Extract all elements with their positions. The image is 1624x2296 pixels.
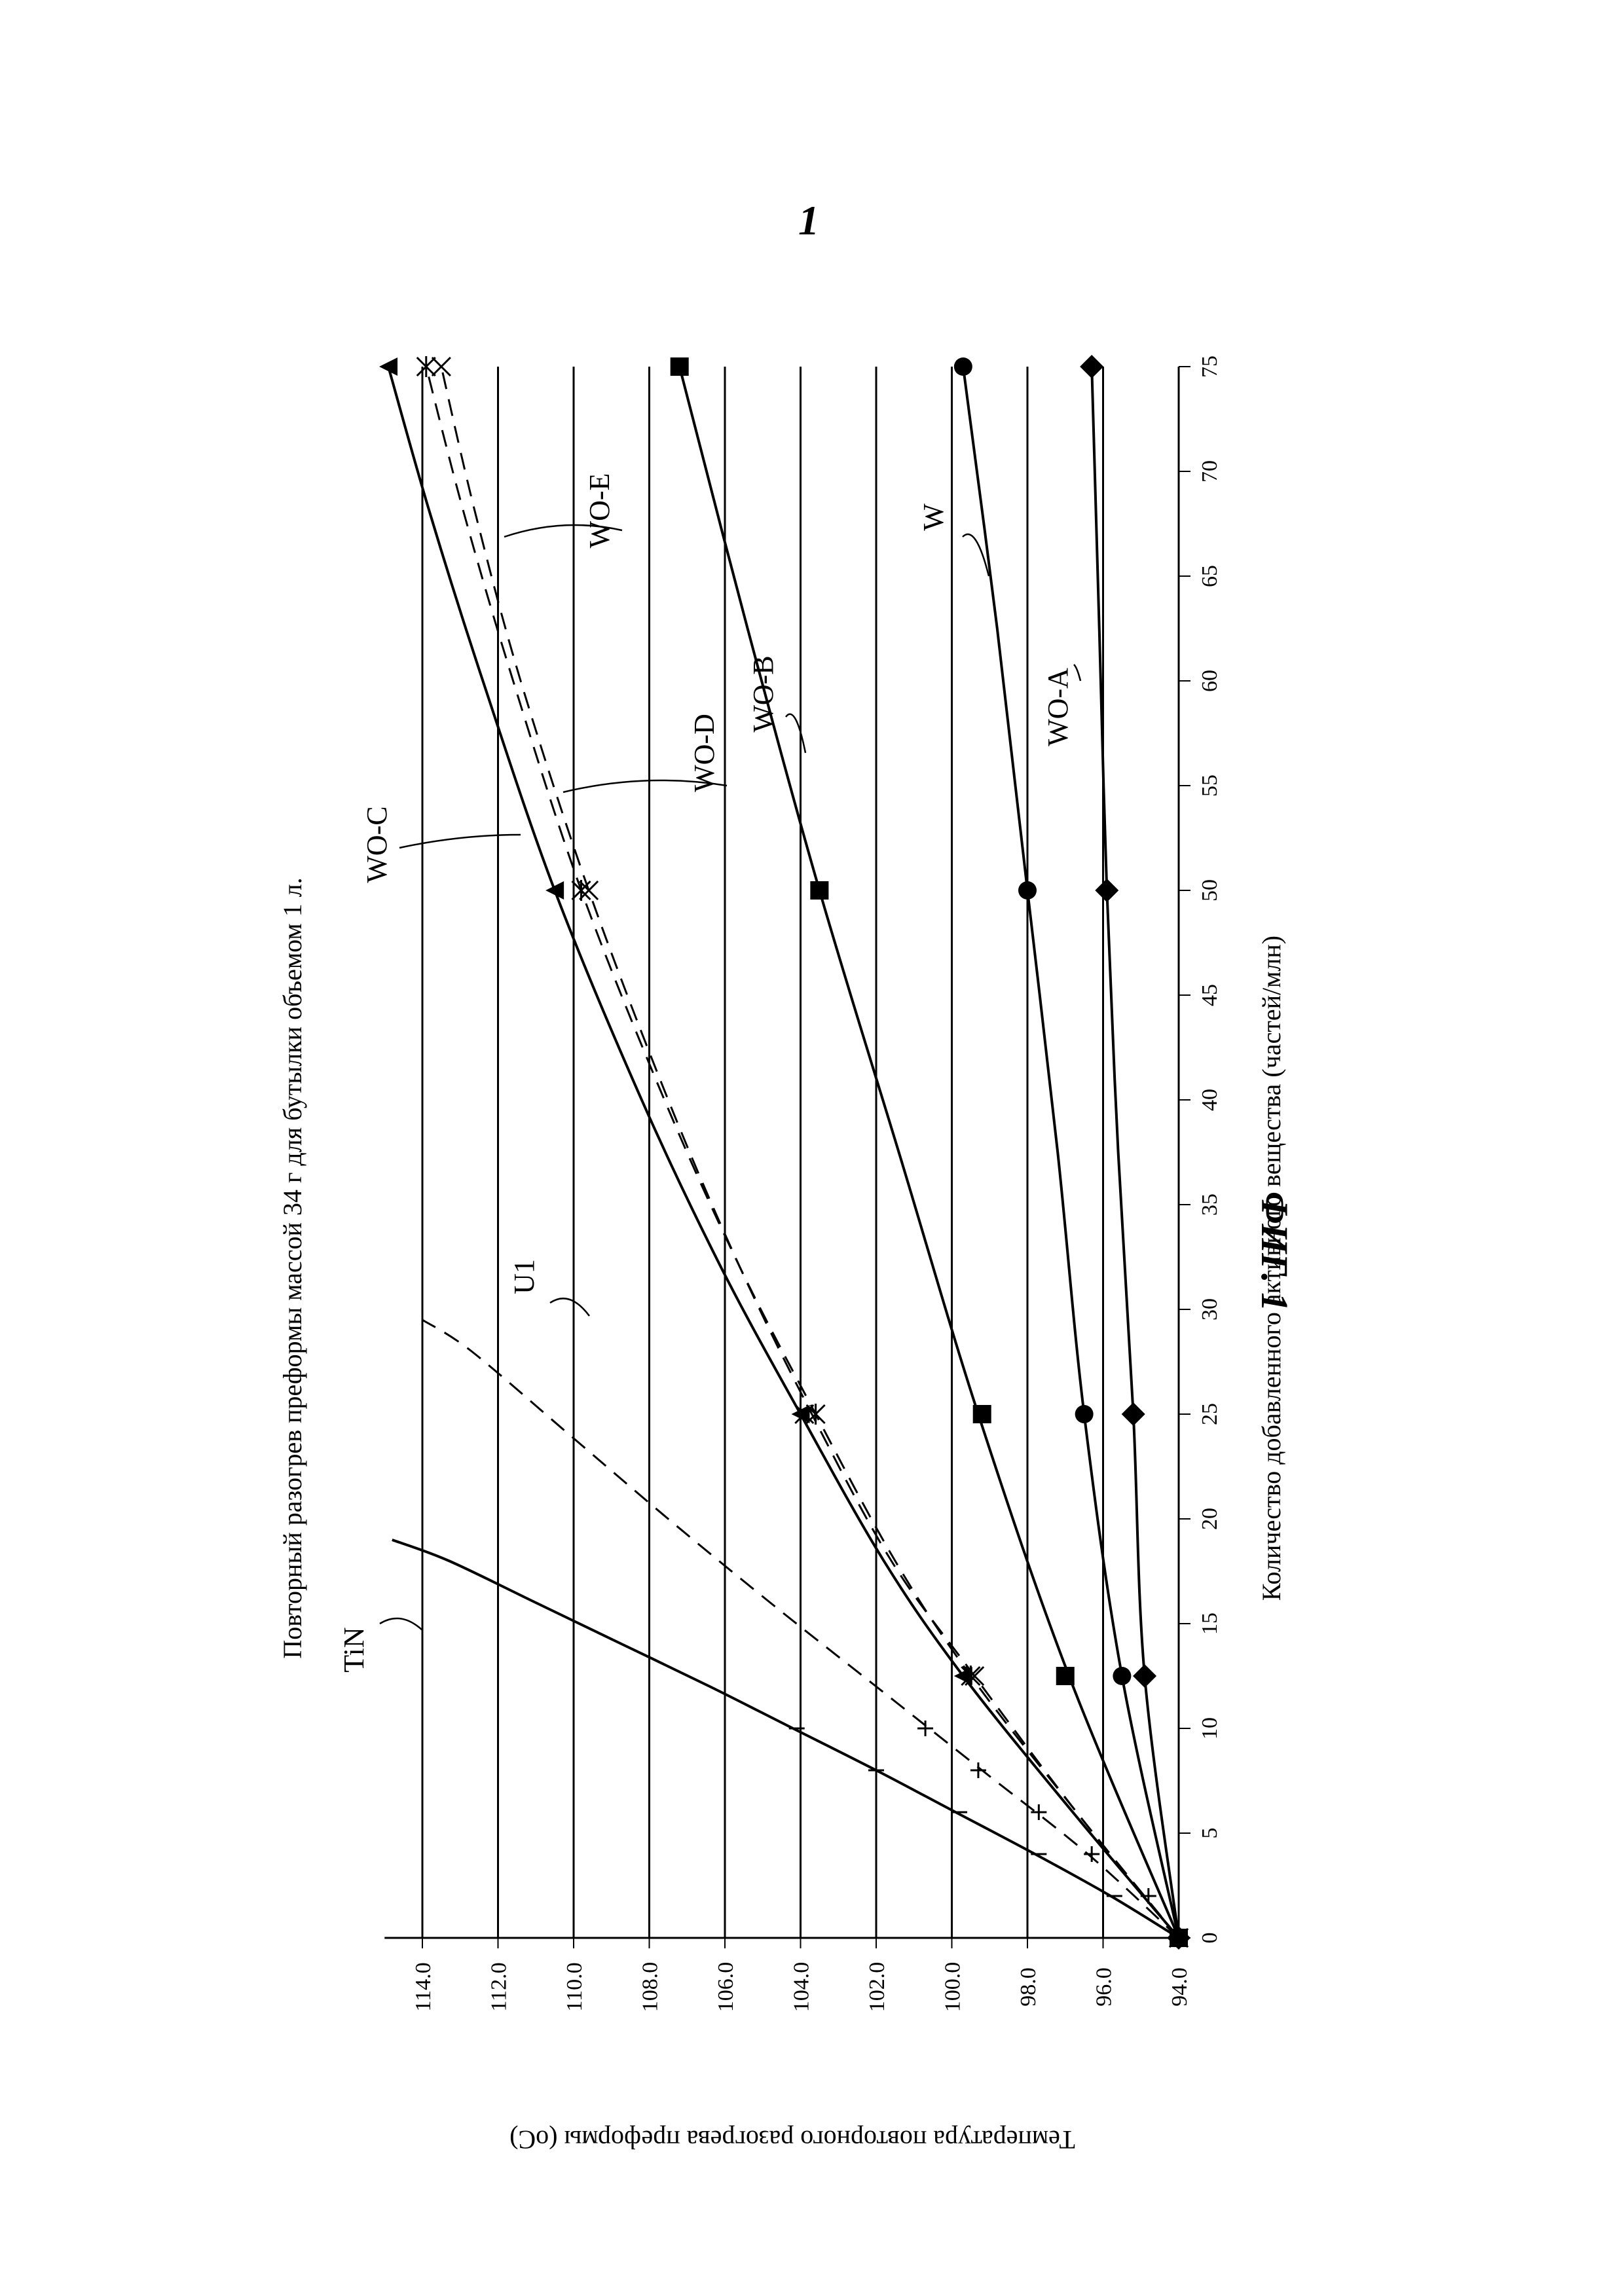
- y-tick-label: 104.0: [790, 1962, 814, 2013]
- y-axis-label: Температура повторного разогрева преформ…: [509, 2125, 1075, 2155]
- x-tick-label: 35: [1198, 1194, 1222, 1216]
- data-point-wo-a: [1080, 355, 1103, 378]
- data-point-wo-b: [671, 357, 689, 376]
- annotation-leader-wo-a: [1074, 665, 1080, 681]
- grid-lines: [422, 367, 1103, 1938]
- series-annotations: TiN U1 WO-C WO-D WO-E WO-B W WO-A: [338, 473, 1080, 1673]
- data-point-wo-a: [1133, 1664, 1156, 1688]
- annotation-leader-u1: [550, 1298, 589, 1316]
- x-tick-label: 30: [1198, 1298, 1222, 1321]
- y-tick-label: 110.0: [563, 1962, 587, 2011]
- annotation-label-wo-c: WO-C: [361, 806, 393, 883]
- data-point-wo-c: [379, 357, 397, 376]
- series-line-tin: [392, 1540, 1179, 1938]
- series-line-wo-c: [388, 367, 1179, 1938]
- data-point-w: [1018, 881, 1037, 900]
- data-point-w: [1075, 1405, 1094, 1423]
- y-tick-label: 114.0: [411, 1962, 435, 2011]
- figure-caption: ФИГ. 1: [1253, 1192, 1297, 1311]
- annotation-label-wo-d: WO-D: [688, 714, 720, 792]
- annotation-leader-tin: [380, 1618, 422, 1630]
- x-tick-label: 10: [1198, 1717, 1222, 1740]
- annotation-leader-wo-b: [786, 714, 805, 753]
- tick-labels: 94.0 96.0 98.0 100.0 102.0 104.0 106.0 108.0 110…: [411, 355, 1222, 2012]
- data-point-wo-a: [1122, 1402, 1145, 1426]
- annotation-leader-wo-c: [399, 835, 521, 848]
- annotation-label-wo-e: WO-E: [583, 473, 616, 549]
- x-tick-label: 75: [1198, 355, 1222, 378]
- data-point-wo-e: [432, 357, 451, 376]
- annotation-label-w: W: [917, 503, 950, 531]
- annotation-label-u1: U1: [508, 1259, 540, 1294]
- y-tick-label: 108.0: [638, 1962, 663, 2013]
- data-point-wo-b: [810, 881, 828, 900]
- chart-title: Повторный разогрев преформы массой 34 г …: [278, 877, 307, 1658]
- data-point-u1: [1141, 1888, 1156, 1904]
- data-point-u1: [1084, 1846, 1099, 1862]
- data-point-u1: [917, 1721, 933, 1736]
- series-curves: [388, 367, 1179, 1938]
- series-line-wo-a: [1092, 367, 1179, 1938]
- data-point-w: [954, 357, 972, 376]
- data-point-u1: [970, 1762, 986, 1778]
- x-tick-label: 0: [1198, 1933, 1222, 1944]
- x-tick-label: 40: [1198, 1089, 1222, 1111]
- y-tick-label: 98.0: [1016, 1967, 1041, 2007]
- y-tick-label: 112.0: [487, 1962, 511, 2011]
- x-tick-label: 65: [1198, 565, 1222, 587]
- x-tick-label: 60: [1198, 670, 1222, 692]
- series-markers: [379, 355, 1190, 1950]
- x-tick-label: 5: [1198, 1828, 1222, 1839]
- x-tick-label: 25: [1198, 1403, 1222, 1425]
- data-point-wo-b: [973, 1405, 991, 1423]
- x-tick-label: 15: [1198, 1613, 1222, 1635]
- y-tick-label: 100.0: [941, 1962, 965, 2013]
- y-tick-label: 96.0: [1092, 1967, 1116, 2007]
- series-line-wo-e: [441, 367, 1179, 1938]
- x-tick-label: 55: [1198, 774, 1222, 797]
- data-point-wo-c: [545, 881, 564, 900]
- annotation-label-wo-a: WO-A: [1042, 668, 1074, 746]
- x-tick-label: 45: [1198, 984, 1222, 1006]
- data-point-w: [1113, 1667, 1131, 1685]
- y-tick-label: 106.0: [714, 1962, 738, 2013]
- axes: [384, 367, 1190, 1948]
- y-tick-label: 94.0: [1168, 1967, 1192, 2007]
- y-tick-label: 102.0: [865, 1962, 889, 2013]
- annotation-label-tin: TiN: [338, 1627, 370, 1672]
- x-tick-label: 50: [1198, 879, 1222, 902]
- data-point-wo-a: [1095, 879, 1118, 902]
- data-point-wo-b: [1056, 1667, 1075, 1685]
- annotation-label-wo-b: WO-B: [747, 655, 779, 732]
- series-line-wo-d: [426, 367, 1179, 1938]
- x-tick-label: 20: [1198, 1508, 1222, 1530]
- x-tick-label: 70: [1198, 460, 1222, 483]
